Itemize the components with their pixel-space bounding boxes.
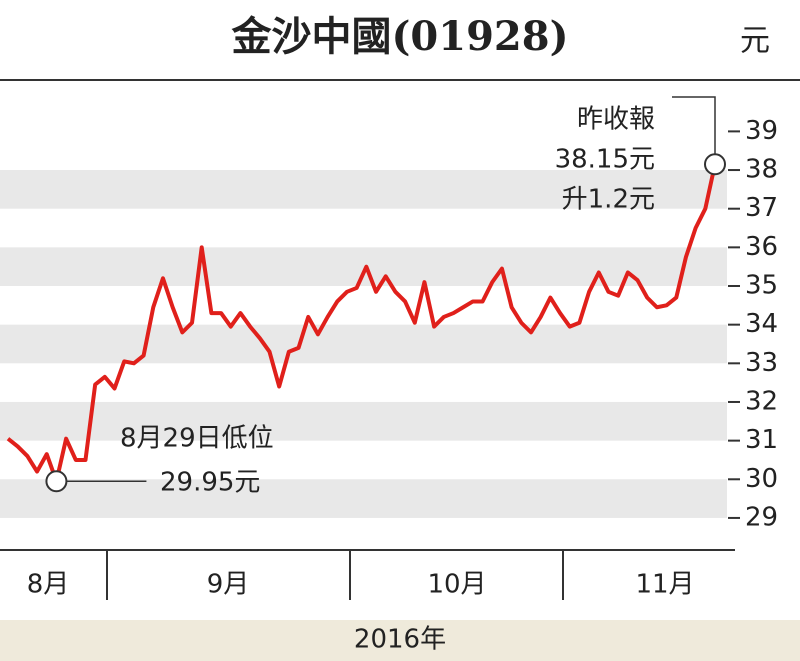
x-tick-label: 8月 [27,570,70,600]
price-line [6,163,717,484]
y-tick-label: 39 [745,116,778,146]
y-tick-label: 35 [745,271,778,301]
grid-band [0,247,727,287]
y-tick-label: 38 [745,155,778,185]
y-tick-label: 33 [745,348,778,378]
annotation: 昨收報 [577,105,655,135]
y-tick-label: 36 [745,232,778,262]
x-tick-label: 10月 [427,570,486,600]
unit-label: 元 [740,24,770,59]
y-tick-label: 37 [745,193,778,223]
low-marker [45,470,68,493]
y-tick-label: 30 [745,464,778,494]
grid-band [0,170,727,209]
y-tick-label: 34 [745,309,778,339]
x-tick-label: 11月 [635,570,694,600]
y-tick-label: 29 [745,502,778,532]
grid-band [0,479,727,518]
y-tick-label: 32 [745,386,778,416]
chart-title: 金沙中國(01928) [230,13,568,60]
grid-band [0,401,727,441]
grid-band [0,324,727,364]
annotation: 8月29日低位 [120,424,274,454]
leader-line [672,96,716,165]
annotation: 29.95元 [160,468,260,498]
y-tick-label: 31 [745,425,778,455]
x-tick-label: 9月 [207,570,250,600]
annotation: 38.15元 [555,145,655,175]
annotation: 升1.2元 [562,185,655,215]
year-band [0,620,800,661]
x-axis-label: 2016年 [354,625,446,655]
last-marker [704,153,726,176]
